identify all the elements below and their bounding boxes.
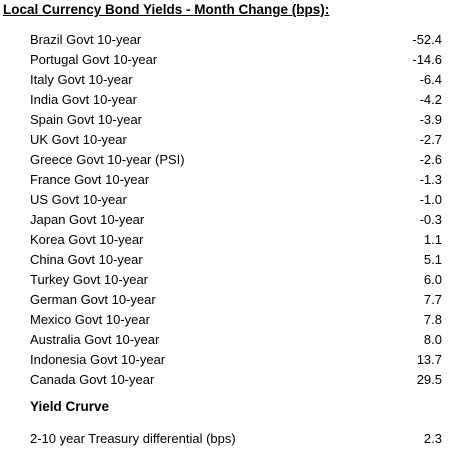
table-row: Spain Govt 10-year -3.9 <box>30 110 442 130</box>
row-value: -52.4 <box>412 32 442 47</box>
table-row: France Govt 10-year -1.3 <box>30 170 442 190</box>
table-row: Greece Govt 10-year (PSI) -2.6 <box>30 150 442 170</box>
table-row: UK Govt 10-year -2.7 <box>30 130 442 150</box>
row-label: Korea Govt 10-year <box>30 232 144 247</box>
row-value: 29.5 <box>416 372 442 387</box>
row-value: -1.3 <box>419 172 442 187</box>
row-value: 5.1 <box>423 252 442 267</box>
row-value: -0.3 <box>419 212 442 227</box>
row-label: Brazil Govt 10-year <box>30 32 142 47</box>
row-label: Spain Govt 10-year <box>30 112 143 127</box>
row-label: China Govt 10-year <box>30 252 143 267</box>
row-label: Turkey Govt 10-year <box>30 272 149 287</box>
row-value: -4.2 <box>419 92 442 107</box>
row-label: Japan Govt 10-year <box>30 212 145 227</box>
row-value: -2.7 <box>419 132 442 147</box>
row-label: Indonesia Govt 10-year <box>30 352 166 367</box>
row-label: US Govt 10-year <box>30 192 127 207</box>
row-value: -1.0 <box>419 192 442 207</box>
table-row: Mexico Govt 10-year 7.8 <box>30 310 442 330</box>
yield-curve-row: 2-10 year Treasury differential (bps) 2.… <box>30 429 442 449</box>
row-label: Greece Govt 10-year (PSI) <box>30 152 185 167</box>
row-label: India Govt 10-year <box>30 92 137 107</box>
row-label: Italy Govt 10-year <box>30 72 133 87</box>
table-row: Italy Govt 10-year -6.4 <box>30 70 442 90</box>
table-row: Canada Govt 10-year 29.5 <box>30 370 442 390</box>
row-value: 8.0 <box>423 332 442 347</box>
page-title: Local Currency Bond Yields - Month Chang… <box>3 2 330 17</box>
yield-curve-label: 2-10 year Treasury differential (bps) <box>30 431 236 446</box>
table-row: German Govt 10-year 7.7 <box>30 290 442 310</box>
table-row: Portugal Govt 10-year -14.6 <box>30 50 442 70</box>
table-row: Indonesia Govt 10-year 13.7 <box>30 350 442 370</box>
table-row: Turkey Govt 10-year 6.0 <box>30 270 442 290</box>
table-row: Australia Govt 10-year 8.0 <box>30 330 442 350</box>
table-row: China Govt 10-year 5.1 <box>30 250 442 270</box>
row-value: 7.8 <box>423 312 442 327</box>
yield-curve-value: 2.3 <box>423 431 442 446</box>
table-row: Korea Govt 10-year 1.1 <box>30 230 442 250</box>
row-label: France Govt 10-year <box>30 172 150 187</box>
bond-yield-table: Brazil Govt 10-year -52.4 Portugal Govt … <box>30 30 442 390</box>
row-value: -6.4 <box>419 72 442 87</box>
yield-curve-heading: Yield Crurve <box>30 399 110 414</box>
row-value: 6.0 <box>423 272 442 287</box>
row-label: Australia Govt 10-year <box>30 332 160 347</box>
row-value: -14.6 <box>412 52 442 67</box>
row-label: Canada Govt 10-year <box>30 372 155 387</box>
table-row: Japan Govt 10-year -0.3 <box>30 210 442 230</box>
table-row: India Govt 10-year -4.2 <box>30 90 442 110</box>
row-label: German Govt 10-year <box>30 292 156 307</box>
row-label: Portugal Govt 10-year <box>30 52 158 67</box>
row-label: UK Govt 10-year <box>30 132 127 147</box>
row-value: 1.1 <box>423 232 442 247</box>
table-row: Brazil Govt 10-year -52.4 <box>30 30 442 50</box>
table-row: US Govt 10-year -1.0 <box>30 190 442 210</box>
row-value: 13.7 <box>416 352 442 367</box>
row-label: Mexico Govt 10-year <box>30 312 150 327</box>
row-value: -3.9 <box>419 112 442 127</box>
row-value: 7.7 <box>423 292 442 307</box>
row-value: -2.6 <box>419 152 442 167</box>
